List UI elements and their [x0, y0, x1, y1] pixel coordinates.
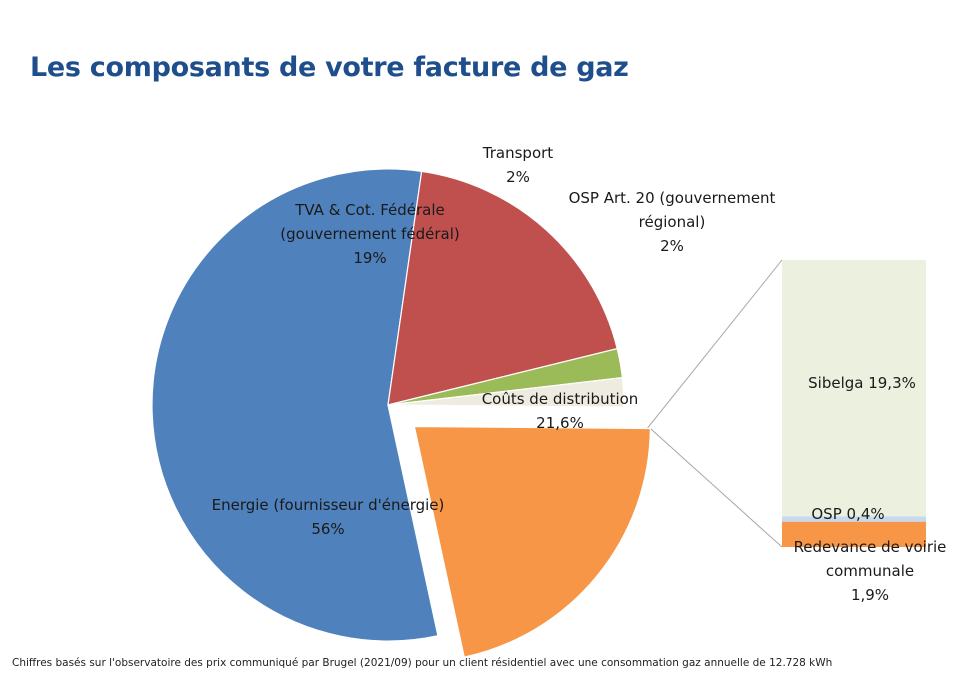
pie-slice-tva — [387, 170, 618, 406]
data-label-transport: Transport 2% — [482, 144, 554, 186]
bar-segment-redevance — [782, 521, 926, 547]
pie-slice-distribution — [413, 425, 651, 658]
page-title: Les composants de votre facture de gaz — [30, 52, 629, 83]
bar-segment-osp — [782, 516, 926, 522]
data-labels: Coûts de distribution 21,6% Energie (fourn… — [212, 144, 947, 604]
connector-line-bottom — [650, 428, 783, 548]
breakdown-bar — [782, 260, 926, 547]
data-label-energie: Energie (fournisseur d'énergie) 56% — [212, 496, 445, 538]
data-label-sibelga: Sibelga 19,3% — [808, 374, 916, 392]
data-label-tva: TVA & Cot. Fédérale (gouvernement fédéral… — [280, 201, 459, 267]
pie-slice-osp-art20 — [387, 376, 625, 408]
data-label-distribution: Coûts de distribution 21,6% — [482, 390, 639, 432]
data-label-redevance: Redevance de voirie communale 1,9% — [794, 538, 947, 604]
pie-slices — [151, 168, 651, 658]
pie-slice-energie — [151, 168, 439, 642]
data-label-osp-art20: OSP Art. 20 (gouvernement régional) 2% — [569, 189, 776, 255]
data-label-osp: OSP 0,4% — [811, 505, 884, 523]
footnote: Chiffres basés sur l'observatoire des pr… — [12, 657, 833, 669]
bar-segment-sibelga — [782, 260, 926, 517]
